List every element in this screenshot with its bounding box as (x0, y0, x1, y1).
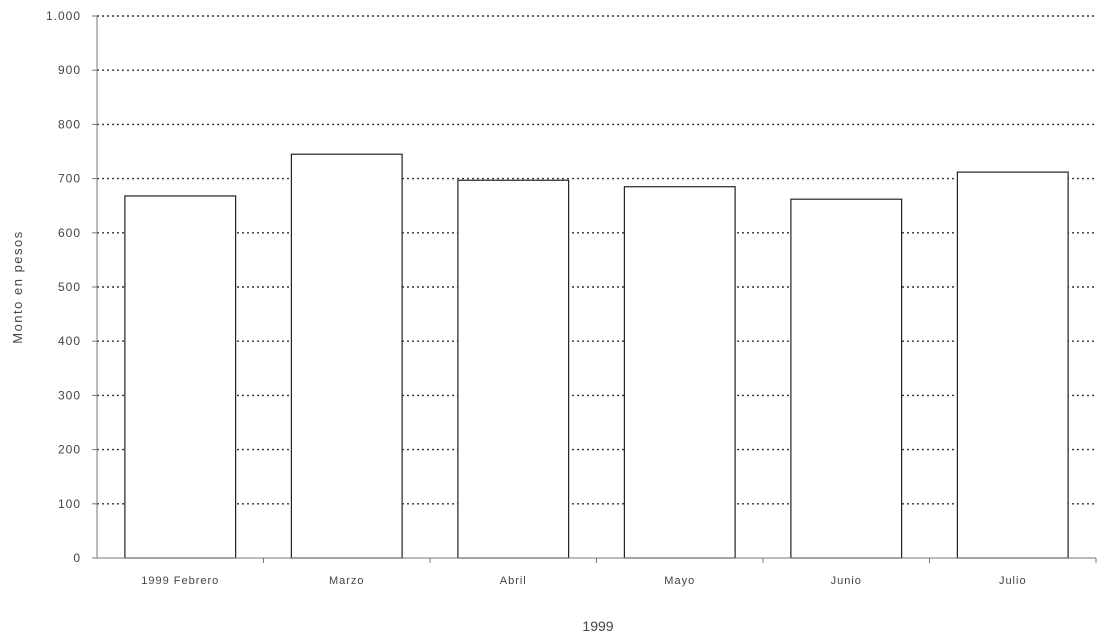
bar (124, 195, 237, 559)
y-tick-label: 200 (58, 443, 81, 457)
gridlines (97, 15, 1096, 505)
y-tick-label: 600 (58, 226, 81, 240)
x-tick-label: Marzo (329, 575, 365, 587)
x-axis-title: 1999 (582, 618, 613, 634)
y-tick-label: 0 (73, 551, 81, 565)
bars (124, 153, 1069, 559)
x-tick-label: Junio (831, 575, 862, 587)
y-tick-label: 500 (58, 280, 81, 294)
x-tick-label: Abril (500, 575, 527, 587)
x-tick-label: Julio (999, 575, 1027, 587)
y-tick-label: 900 (58, 63, 81, 77)
bar (457, 179, 570, 559)
x-tick-label: Mayo (664, 575, 695, 587)
y-tick-label: 400 (58, 334, 81, 348)
bar (290, 153, 403, 559)
bar (956, 171, 1069, 559)
bar (623, 186, 736, 559)
y-tick-label: 100 (58, 497, 81, 511)
y-tick-label: 700 (58, 172, 81, 186)
y-tick-label: 300 (58, 388, 81, 402)
y-tick-label: 1.000 (46, 9, 81, 23)
y-tick-labels: 0 100 200 300 400 500 600 700 800 900 1.000 (46, 9, 97, 565)
x-tick-label: 1999 Febrero (141, 575, 219, 587)
axes (96, 16, 1096, 559)
x-tick-labels: 1999 Febrero Marzo Abril Mayo Junio Julio (141, 558, 1097, 587)
bar (790, 198, 903, 559)
y-axis-title: Monto en pesos (10, 230, 25, 344)
y-tick-label: 800 (58, 117, 81, 131)
